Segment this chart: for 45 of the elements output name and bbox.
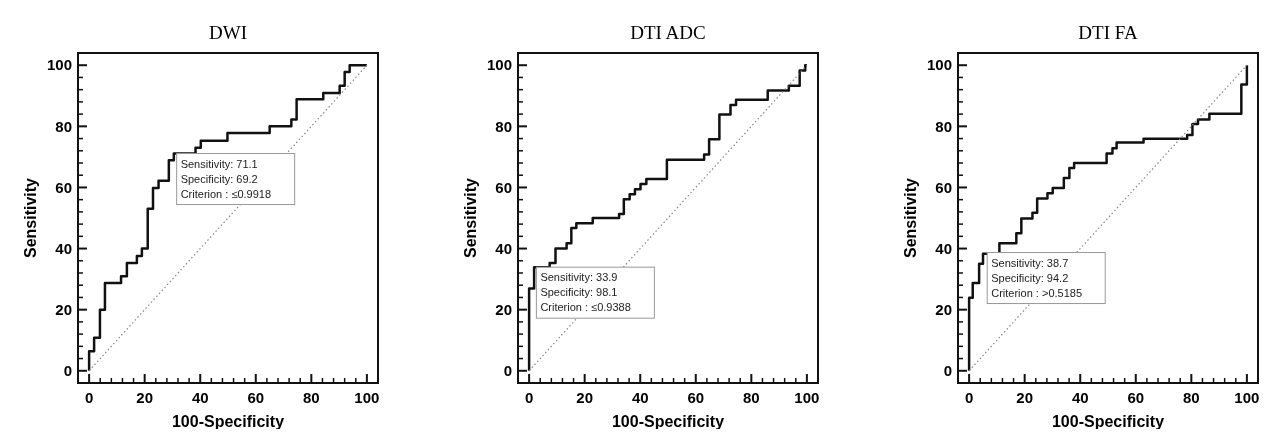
chart-title: DWI (209, 22, 247, 43)
x-tick-label: 20 (1016, 389, 1034, 406)
annotation: Sensitivity: 33.9 Specificity: 98.1 Criterion : ≤0.9388 (540, 271, 631, 314)
y-tick-label: 100 (46, 56, 72, 74)
y-tick-label: 40 (935, 239, 952, 257)
x-tick-label: 0 (84, 389, 94, 406)
x-tick-label: 100 (354, 389, 380, 406)
y-tick-label: 80 (495, 117, 512, 135)
x-tick-label: 20 (136, 389, 154, 406)
y-axis-title: Sensitivity (462, 177, 479, 259)
y-tick-label: 60 (55, 178, 72, 196)
x-tick-label: 40 (191, 389, 209, 406)
y-tick-label: 0 (943, 362, 952, 380)
x-tick-label: 60 (687, 389, 705, 406)
y-tick-label: 20 (495, 300, 512, 318)
chart-title: DTI ADC (630, 22, 706, 43)
y-tick-label: 100 (926, 56, 952, 74)
y-tick-label: 80 (935, 117, 952, 135)
chart-title: DTI FA (1078, 22, 1138, 43)
y-tick-label: 0 (503, 362, 512, 380)
x-tick-label: 100 (1234, 389, 1260, 406)
x-tick-label: 100 (794, 389, 820, 406)
x-tick-label: 60 (1127, 389, 1145, 406)
y-axis-title: Sensitivity (902, 177, 919, 259)
y-tick-label: 0 (63, 362, 72, 380)
x-tick-label: 20 (576, 389, 594, 406)
x-tick-label: 0 (964, 389, 974, 406)
y-tick-label: 100 (486, 56, 512, 74)
y-tick-label: 60 (495, 178, 512, 196)
y-tick-label: 20 (55, 300, 72, 318)
annotation: Sensitivity: 71.1 Specificity: 69.2 Criterion : ≤0.9918 (180, 157, 272, 200)
annotation: Sensitivity: 38.7 Specificity: 94.2 Criterion : >0.5185 (991, 256, 1083, 299)
y-tick-label: 20 (935, 300, 952, 318)
y-axis-title: Sensitivity (22, 177, 39, 259)
x-tick-label: 40 (631, 389, 649, 406)
x-tick-label: 0 (524, 389, 534, 406)
y-tick-label: 40 (55, 239, 72, 257)
x-tick-label: 40 (1071, 389, 1089, 406)
y-tick-label: 40 (495, 239, 512, 257)
y-tick-label: 80 (55, 117, 72, 135)
x-tick-label: 80 (742, 389, 760, 406)
x-tick-label: 80 (1182, 389, 1200, 406)
y-tick-label: 60 (935, 178, 952, 196)
x-tick-label: 80 (302, 389, 320, 406)
x-tick-label: 60 (247, 389, 265, 406)
